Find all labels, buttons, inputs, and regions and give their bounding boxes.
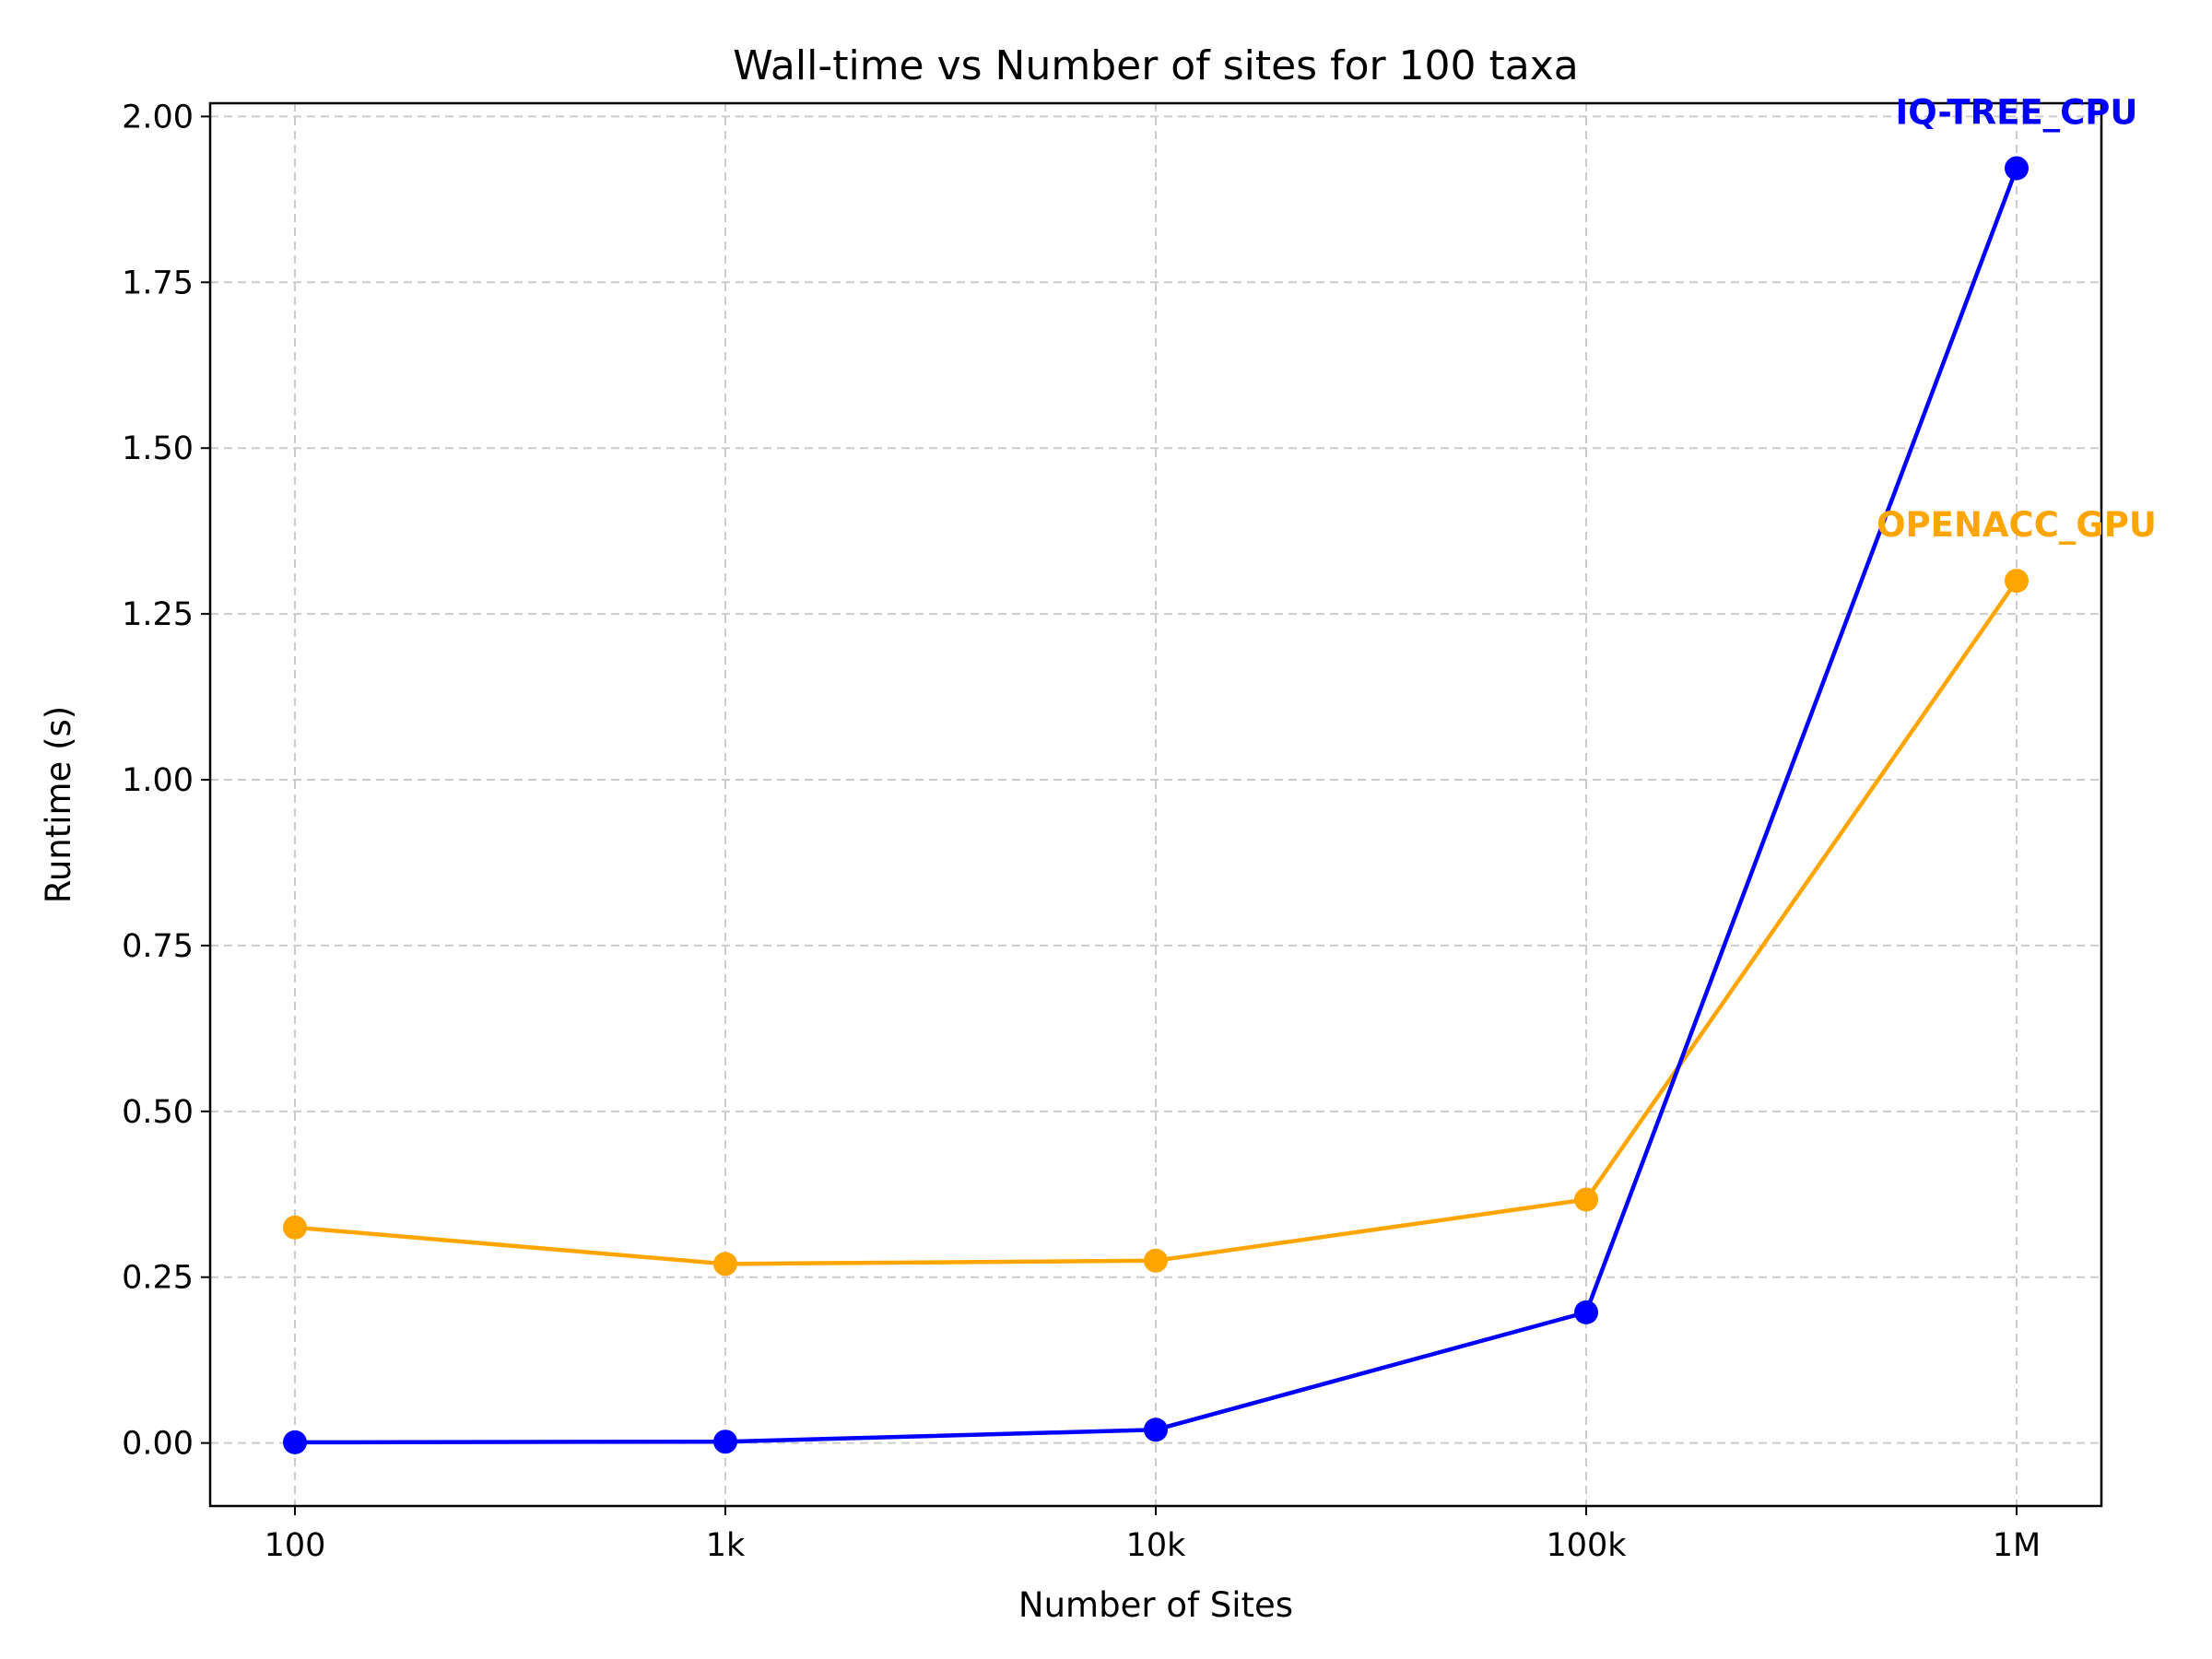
y-tick-label: 1.75: [122, 265, 194, 301]
iq-tree-cpu-point: [283, 1430, 307, 1454]
iq-tree-cpu-point: [713, 1430, 737, 1454]
openacc-gpu-point: [713, 1252, 737, 1277]
x-axis-label: Number of Sites: [1018, 1585, 1293, 1625]
y-tick-label: 0.00: [122, 1426, 194, 1463]
openacc-gpu-point: [2005, 569, 2029, 594]
y-tick-label: 0.75: [122, 928, 194, 965]
iq-tree-cpu-point: [1144, 1418, 1168, 1442]
x-tick-label: 1M: [1993, 1527, 2041, 1564]
y-axis-label: Runtime (s): [39, 706, 78, 903]
series-labels: OPENACC_GPU IQ-TREE_CPU: [1877, 93, 2157, 546]
x-tick-label: 100k: [1546, 1527, 1627, 1564]
openacc-gpu-point: [283, 1215, 307, 1240]
series-iq-tree-cpu: [283, 156, 2029, 1454]
y-tick-label: 1.00: [122, 762, 194, 799]
openacc-gpu-point: [1574, 1187, 1598, 1212]
iq-tree-cpu-point: [1574, 1300, 1598, 1324]
openacc-gpu-point: [1144, 1248, 1168, 1273]
x-tick-label: 100: [265, 1527, 326, 1564]
y-axis-ticks: 0.00 0.25 0.50 0.75 1.00 1.25 1.50 1.75 2.00: [122, 99, 210, 1463]
series-layer: [283, 156, 2029, 1454]
x-tick-label: 10k: [1126, 1527, 1187, 1564]
y-tick-label: 0.50: [122, 1094, 194, 1131]
iq-tree-cpu-point: [2005, 156, 2029, 181]
series-openacc-gpu: [283, 569, 2029, 1277]
openacc-gpu-label: OPENACC_GPU: [1877, 505, 2157, 545]
y-tick-label: 2.00: [122, 99, 194, 135]
x-axis-ticks: 100 1k 10k 100k 1M: [265, 1506, 2041, 1564]
y-tick-label: 0.25: [122, 1260, 194, 1297]
y-tick-label: 1.50: [122, 430, 194, 467]
iq-tree-cpu-label: IQ-TREE_CPU: [1896, 93, 2138, 133]
chart-title: Wall-time vs Number of sites for 100 tax…: [733, 42, 1579, 89]
x-tick-label: 1k: [706, 1527, 746, 1564]
y-tick-label: 1.25: [122, 596, 194, 633]
